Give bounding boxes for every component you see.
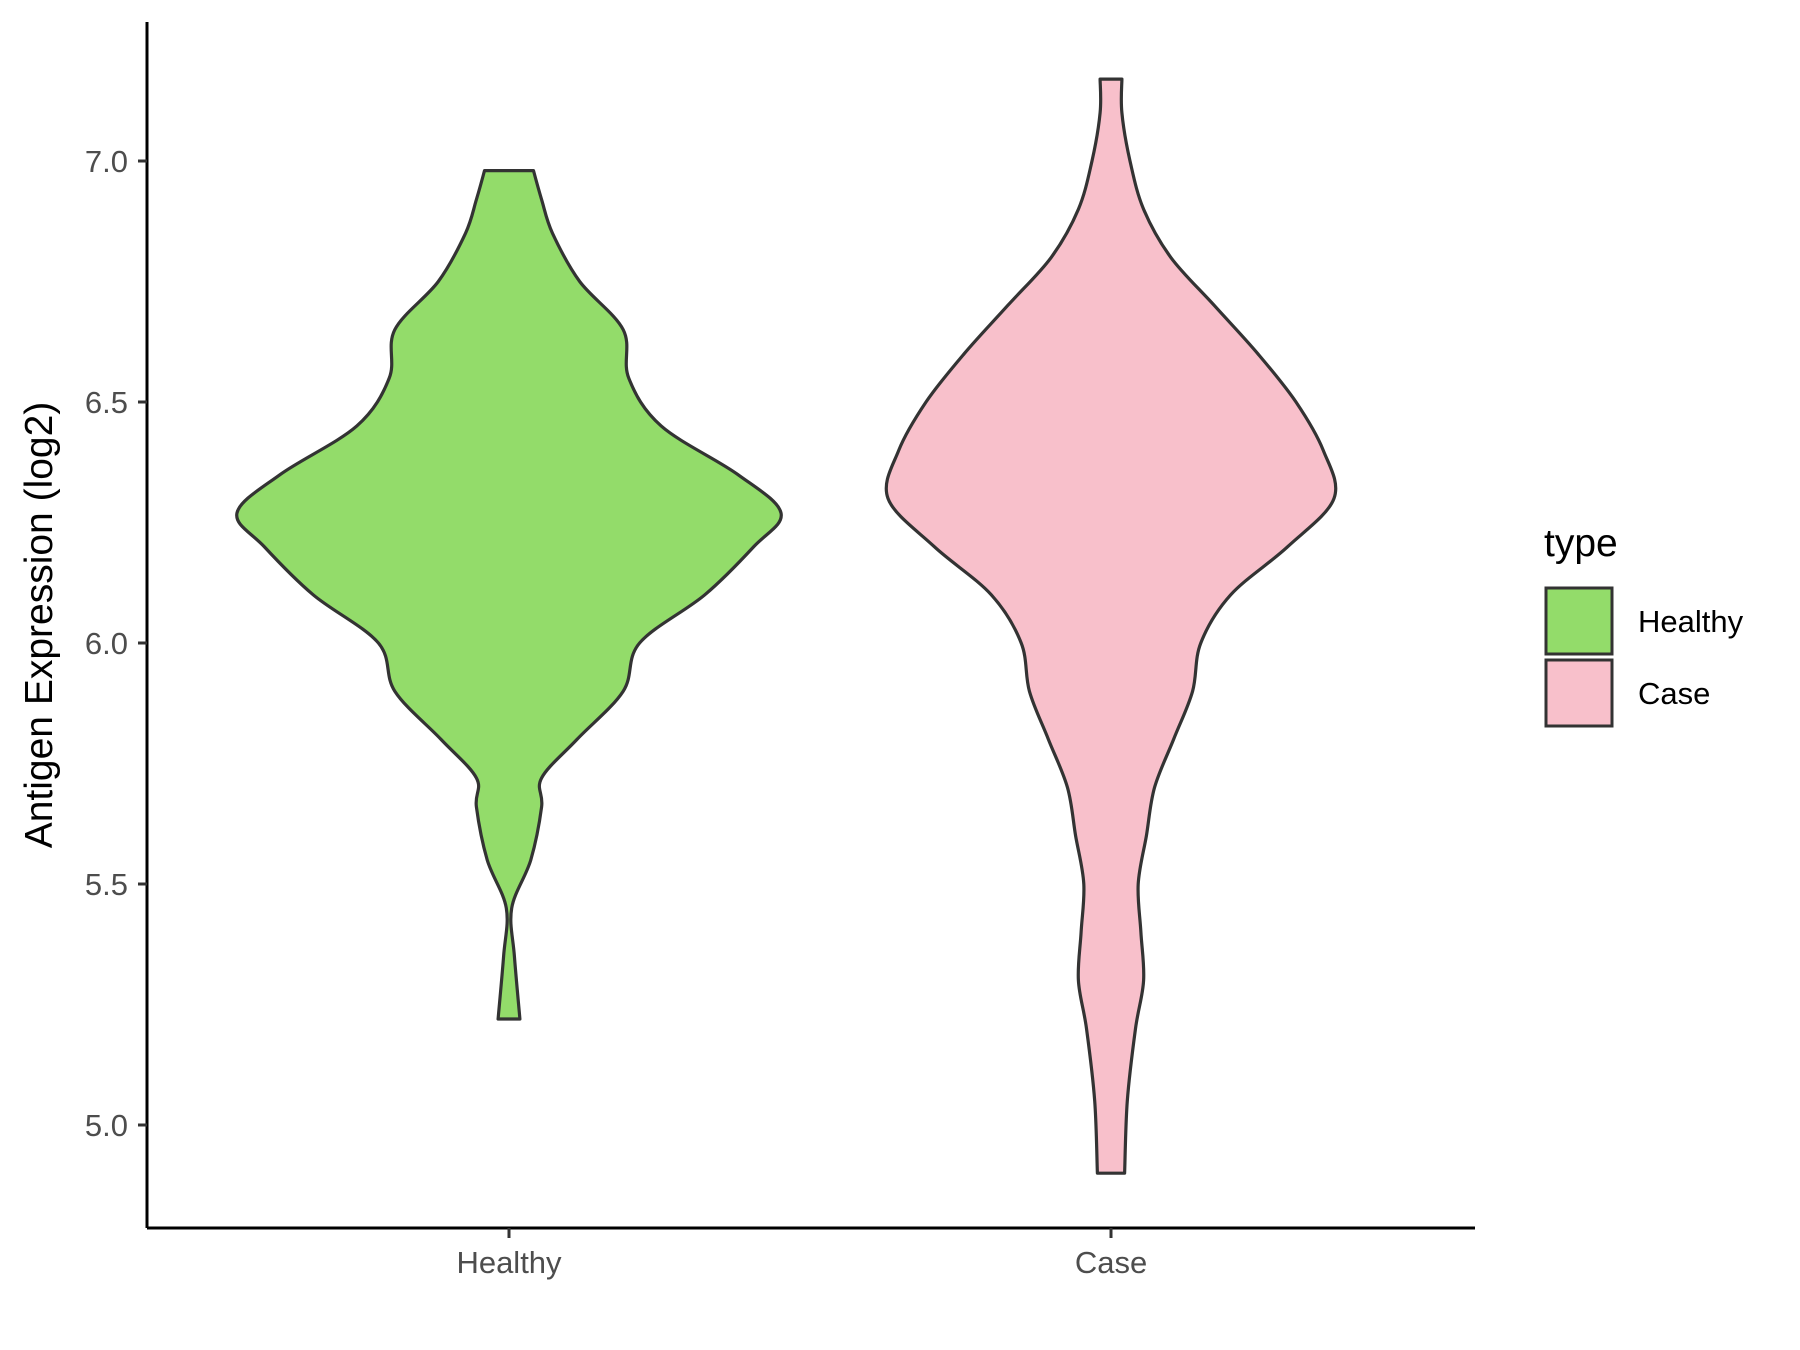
y-tick-label: 5.0	[85, 1108, 128, 1143]
legend-entries: Healthy Case	[1544, 586, 1744, 728]
y-tick-label: 7.0	[85, 144, 128, 179]
y-tick-label: 6.5	[85, 385, 128, 420]
legend-key-case	[1544, 658, 1614, 728]
legend-title: type	[1544, 522, 1618, 565]
violin-healthy	[235, 169, 783, 1021]
y-axis-ticks: 5.0 5.5 6.0 6.5 7.0	[85, 144, 147, 1143]
y-tick-label: 5.5	[85, 867, 128, 902]
y-tick-label: 6.0	[85, 626, 128, 661]
legend-label-healthy: Healthy	[1638, 604, 1744, 639]
legend-label-case: Case	[1638, 676, 1710, 711]
y-axis-title: Antigen Expression (log2)	[18, 402, 61, 849]
x-tick-label-healthy: Healthy	[456, 1245, 562, 1280]
legend-key-healthy	[1544, 586, 1614, 656]
legend: type Healthy Case	[1544, 522, 1744, 728]
violin-case	[884, 77, 1338, 1175]
x-tick-label-case: Case	[1075, 1245, 1147, 1280]
violin-layer	[235, 77, 1338, 1175]
x-axis-ticks: Healthy Case	[456, 1228, 1147, 1280]
